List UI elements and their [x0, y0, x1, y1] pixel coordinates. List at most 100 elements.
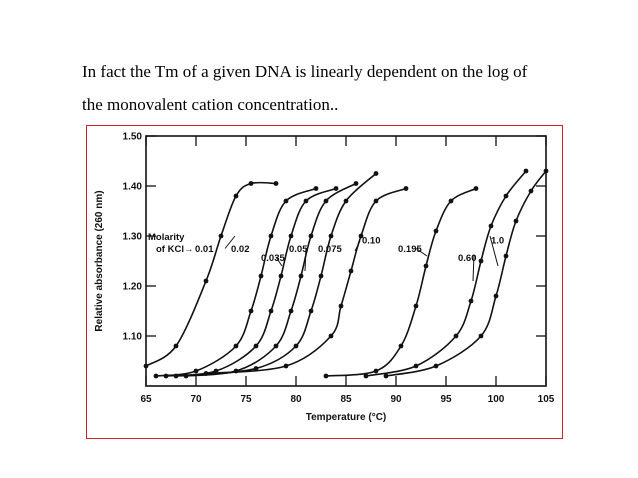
x-tick-label: 85 [340, 394, 352, 405]
y-tick-label: 1.10 [123, 332, 143, 343]
data-point-0.02 [313, 186, 319, 191]
data-point-1.0 [478, 333, 484, 339]
data-point-0.01 [173, 343, 179, 349]
data-point-0.075 [373, 171, 379, 176]
annotation-label: 0.075 [318, 244, 342, 255]
x-axis-label: Temperature (°C) [306, 412, 387, 423]
data-point-0.60 [468, 298, 474, 304]
data-point-1.0 [493, 293, 499, 299]
y-axis-label: Relative absorbance (260 nm) [94, 190, 105, 331]
data-point-0.195 [448, 198, 454, 204]
annotation-label: Molarity [148, 232, 185, 243]
x-tick-label: 105 [538, 394, 555, 405]
data-point-0.075 [343, 198, 349, 204]
data-point-0.10 [283, 363, 289, 369]
data-point-0.10 [358, 233, 364, 239]
annotation-label: 0.60 [458, 253, 477, 264]
label-leader-line [275, 256, 283, 267]
data-point-0.195 [413, 303, 419, 309]
y-tick-label: 1.30 [123, 232, 143, 243]
data-point-0.01 [143, 363, 149, 369]
data-point-0.05 [308, 233, 314, 239]
data-point-0.075 [183, 373, 189, 379]
label-leader-line [472, 254, 475, 282]
curve-0.60 [365, 170, 527, 377]
data-point-1.0 [383, 373, 389, 379]
data-point-0.01 [248, 181, 254, 186]
caption-line-1: In fact the Tm of a given DNA is linearl… [82, 62, 528, 81]
data-point-0.035 [303, 198, 309, 204]
data-point-1.0 [528, 188, 534, 194]
data-point-0.035 [163, 373, 169, 379]
curve-0.035 [165, 187, 337, 377]
data-point-0.01 [273, 181, 279, 186]
data-point-0.195 [398, 343, 404, 349]
annotation-label: 0.02 [231, 244, 250, 255]
curve-1.0 [385, 170, 547, 377]
annotation-label: 0.195 [398, 244, 422, 255]
label-leader-line [489, 235, 499, 267]
data-point-0.05 [288, 308, 294, 314]
label-leader-line [224, 235, 236, 249]
data-point-0.01 [233, 193, 239, 199]
data-point-0.02 [153, 373, 159, 379]
data-point-0.02 [283, 198, 289, 204]
data-point-0.035 [288, 233, 294, 239]
data-point-0.05 [298, 273, 304, 279]
data-point-0.01 [203, 278, 209, 284]
data-point-0.60 [523, 168, 529, 174]
x-tick-label: 65 [140, 394, 152, 405]
data-point-0.10 [328, 333, 334, 339]
label-leader-line [415, 248, 428, 257]
curve-0.05 [175, 182, 357, 377]
data-point-0.10 [338, 303, 344, 309]
y-tick-label: 1.20 [123, 282, 143, 293]
data-point-1.0 [503, 253, 509, 259]
data-point-0.195 [323, 373, 329, 379]
x-tick-label: 95 [440, 394, 452, 405]
data-point-0.60 [453, 333, 459, 339]
x-tick-label: 80 [290, 394, 302, 405]
data-point-0.10 [373, 198, 379, 204]
curve-0.195 [325, 187, 477, 377]
annotation-label: 0.035 [261, 253, 285, 264]
curve-0.02 [155, 187, 317, 377]
label-leader-line [354, 240, 361, 252]
data-point-0.10 [348, 268, 354, 274]
data-point-0.075 [318, 273, 324, 279]
data-point-1.0 [513, 218, 519, 224]
plot-area-border [145, 135, 547, 387]
data-point-0.035 [268, 308, 274, 314]
data-point-0.02 [233, 343, 239, 349]
data-point-0.05 [273, 343, 279, 349]
data-point-0.02 [258, 273, 264, 279]
annotation-label: 0.05 [289, 244, 308, 255]
curve-0.01 [145, 181, 277, 367]
data-point-0.02 [248, 308, 254, 314]
annotation-label: 0.01 [195, 244, 214, 255]
x-tick-label: 100 [488, 394, 505, 405]
data-point-0.10 [403, 186, 409, 191]
data-point-0.02 [193, 368, 199, 374]
data-point-0.075 [293, 343, 299, 349]
data-point-0.195 [373, 368, 379, 374]
chart-frame: 65 70 75 80 85 90 95 100 105 1.50 1.40 1.30 1.20 1.10… [86, 125, 563, 439]
data-point-0.035 [278, 273, 284, 279]
annotation-label: of KCl→ [156, 244, 193, 255]
annotation-label: 1.0 [491, 236, 504, 247]
data-point-0.05 [173, 373, 179, 379]
x-tick-label: 90 [390, 394, 402, 405]
data-point-0.60 [478, 258, 484, 264]
label-leader-line [304, 248, 307, 272]
data-point-0.02 [268, 233, 274, 239]
data-point-0.075 [328, 233, 334, 239]
data-point-0.60 [488, 223, 494, 229]
data-point-0.05 [323, 198, 329, 204]
data-point-1.0 [543, 168, 549, 174]
x-tick-label: 75 [240, 394, 252, 405]
y-tick-label: 1.40 [123, 182, 143, 193]
data-point-0.10 [203, 371, 209, 376]
data-point-0.01 [218, 233, 224, 239]
data-point-0.60 [503, 193, 509, 199]
data-point-0.60 [413, 363, 419, 369]
